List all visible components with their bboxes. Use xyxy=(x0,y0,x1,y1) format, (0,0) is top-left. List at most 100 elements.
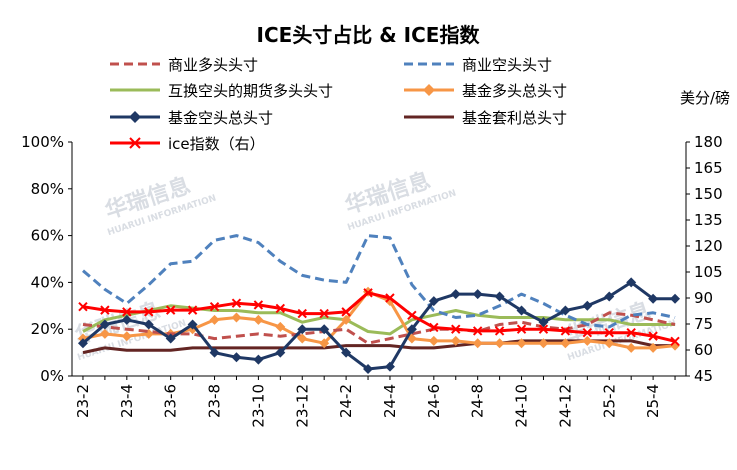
data-point-x-stroke xyxy=(494,326,505,336)
data-point-x xyxy=(407,310,417,321)
data-point-diamond xyxy=(450,289,461,300)
data-point-diamond xyxy=(626,277,637,288)
data-point-x-stroke xyxy=(429,322,439,333)
x-tick-label: 25-4 xyxy=(644,384,662,418)
data-point-diamond xyxy=(341,347,352,358)
data-point-x xyxy=(275,303,286,314)
data-point-x-stroke xyxy=(604,327,614,338)
data-point-diamond xyxy=(121,314,132,325)
data-point-x xyxy=(429,322,439,333)
x-tick-label: 23-6 xyxy=(162,384,180,418)
data-point-diamond xyxy=(297,333,308,344)
data-point-diamond xyxy=(319,338,330,349)
data-point-diamond xyxy=(472,289,483,300)
data-point-x xyxy=(209,301,220,312)
left-tick-label: 20% xyxy=(31,320,64,338)
series-line xyxy=(82,304,675,336)
data-point-x xyxy=(670,336,680,347)
data-point-x-stroke xyxy=(122,307,132,317)
data-point-diamond xyxy=(253,354,264,365)
data-point-diamond xyxy=(143,319,154,330)
data-point-diamond xyxy=(516,338,527,349)
x-tick-label: 23-8 xyxy=(206,384,224,418)
right-tick-label: 75 xyxy=(694,315,713,333)
data-point-diamond xyxy=(363,363,374,374)
data-point-x xyxy=(626,327,636,338)
x-tick-label: 24-10 xyxy=(513,384,531,428)
legend-label: 商业多头头寸 xyxy=(168,56,258,74)
data-point-x-stroke xyxy=(472,326,483,336)
data-point-diamond xyxy=(560,305,571,316)
data-point-x-stroke xyxy=(165,305,176,315)
data-point-x xyxy=(451,324,461,334)
series-line xyxy=(82,234,676,329)
data-point-diamond xyxy=(275,347,286,358)
x-tick-label: 23-2 xyxy=(74,384,92,418)
right-tick-label: 105 xyxy=(694,263,723,281)
legend-swatch-marker xyxy=(129,137,141,149)
series-layer xyxy=(77,234,681,374)
data-point-diamond xyxy=(494,338,505,349)
legend-item: 基金多头总头寸 xyxy=(404,82,567,100)
legend-label: ice指数（右） xyxy=(168,135,265,153)
data-point-x-stroke xyxy=(560,326,571,336)
legend-item: 商业空头头寸 xyxy=(404,56,552,74)
data-point-x xyxy=(538,324,549,334)
legend-item: 商业多头头寸 xyxy=(110,56,258,74)
right-tick-label: 90 xyxy=(694,289,713,307)
data-point-diamond xyxy=(231,312,242,323)
data-point-x-stroke xyxy=(341,307,351,317)
data-point-x xyxy=(165,305,176,315)
data-point-x-stroke xyxy=(253,300,264,310)
x-tick-label: 24-8 xyxy=(469,384,487,418)
data-point-x-stroke xyxy=(385,293,395,303)
legend-label: 互换空头的期货多头头寸 xyxy=(168,82,333,100)
x-tick-label: 23-10 xyxy=(249,384,267,428)
data-point-diamond xyxy=(406,324,417,335)
data-point-x xyxy=(253,300,264,310)
left-tick-label: 40% xyxy=(31,273,64,291)
right-axis-unit: 美分/磅 xyxy=(680,89,730,107)
data-point-diamond xyxy=(121,331,132,342)
data-point-diamond xyxy=(209,314,220,325)
legend-label: 商业空头头寸 xyxy=(462,56,552,74)
data-point-x-stroke xyxy=(670,336,680,347)
data-point-diamond xyxy=(648,293,659,304)
data-point-diamond xyxy=(231,352,242,363)
legend-item: 基金空头总头寸 xyxy=(110,109,273,127)
data-point-x xyxy=(144,307,154,317)
legend-label: 基金空头总头寸 xyxy=(168,109,273,127)
left-tick-label: 100% xyxy=(21,133,64,151)
left-tick-label: 80% xyxy=(31,180,64,198)
legend-item: 互换空头的期货多头头寸 xyxy=(110,82,333,100)
data-point-x-stroke xyxy=(209,301,220,312)
data-point-x xyxy=(582,327,593,338)
data-point-diamond xyxy=(384,361,395,372)
data-point-x-stroke xyxy=(582,327,593,338)
legend-item: 基金套利总头寸 xyxy=(404,109,567,127)
data-point-diamond xyxy=(428,335,439,346)
data-point-diamond xyxy=(604,291,615,302)
data-point-x-stroke xyxy=(78,301,88,312)
data-point-diamond xyxy=(582,335,593,346)
data-point-diamond xyxy=(494,291,505,302)
axis-layer: 0% 20% 40% 60% 80% 100% 45 60 75 90 105 120 135 150 16… xyxy=(21,133,723,428)
data-point-diamond xyxy=(187,319,198,330)
data-point-x xyxy=(341,307,351,317)
chart-title: ICE头寸占比 & ICE指数 xyxy=(257,23,481,47)
x-tick-label: 24-2 xyxy=(337,384,355,418)
x-tick-label: 24-12 xyxy=(556,384,574,428)
legend-swatch-marker xyxy=(129,111,141,123)
data-point-diamond xyxy=(275,321,286,332)
series-line xyxy=(82,280,675,371)
data-point-x-stroke xyxy=(319,308,329,319)
data-point-diamond xyxy=(341,314,352,325)
data-point-diamond xyxy=(209,347,220,358)
data-point-x xyxy=(560,326,571,336)
data-point-diamond xyxy=(516,305,527,316)
data-point-diamond xyxy=(560,338,571,349)
data-point-x-stroke xyxy=(100,305,110,315)
data-point-x xyxy=(100,305,110,315)
